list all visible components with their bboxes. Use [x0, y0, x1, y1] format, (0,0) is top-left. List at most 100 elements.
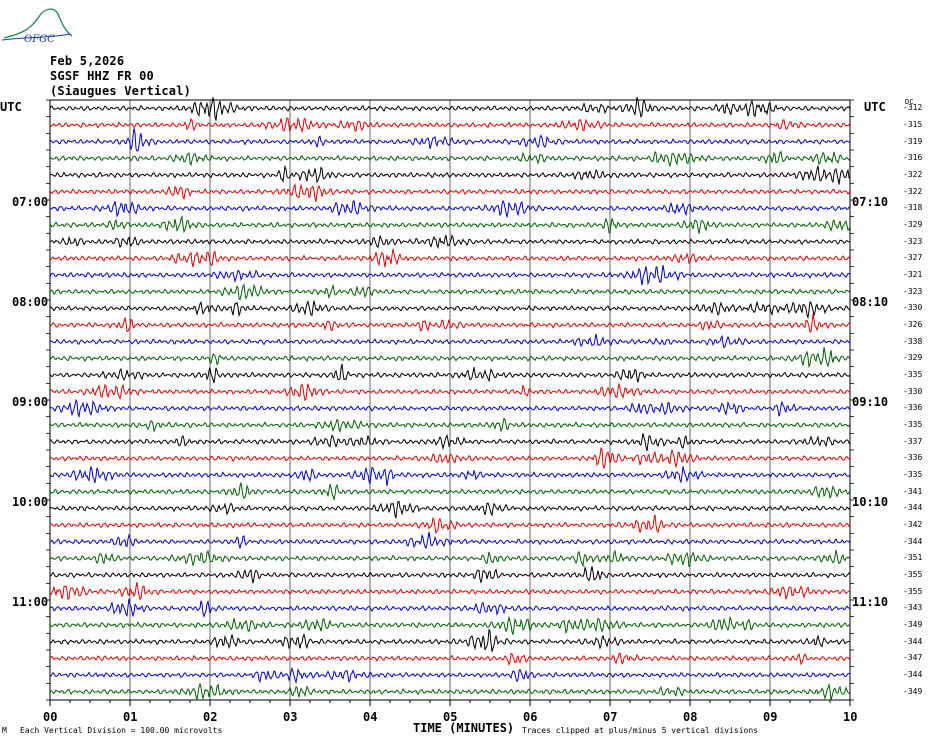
- seismic-trace: [49, 283, 851, 301]
- dc-offset-value: -344: [903, 670, 923, 679]
- x-tick-label: 08: [683, 710, 698, 724]
- clip-note: Traces clipped at plus/minus 5 vertical …: [522, 726, 759, 735]
- seismic-trace: [49, 628, 851, 652]
- seismic-trace: [49, 666, 851, 685]
- seismic-trace: [49, 615, 851, 635]
- dc-offset-value: -342: [903, 520, 923, 529]
- hour-label-right: 09:10: [852, 395, 889, 409]
- ofgc-logo: OFGC: [2, 8, 72, 45]
- seismic-trace: [49, 383, 851, 402]
- seismic-trace: [49, 598, 851, 619]
- station-label: SGSF HHZ FR 00: [50, 69, 154, 83]
- dc-offset-value: -343: [903, 603, 923, 613]
- seismic-trace: [49, 314, 851, 333]
- utc-right-label: UTC: [864, 100, 886, 114]
- seismic-trace: [49, 482, 851, 502]
- seismic-trace: [49, 466, 851, 487]
- seismic-trace: [49, 183, 851, 202]
- dc-offset-value: -349: [903, 686, 923, 696]
- x-tick-label: 10: [843, 710, 858, 724]
- logo-swoosh: [2, 33, 71, 41]
- dc-offset-value: -349: [903, 620, 923, 629]
- dc-offset-value: -344: [903, 636, 923, 646]
- dc-offset-value: -319: [903, 136, 923, 146]
- seismic-trace: [49, 117, 851, 134]
- dc-offset-value: -316: [903, 153, 923, 163]
- seismic-trace: [49, 333, 851, 349]
- hour-label-left: 07:00: [12, 195, 49, 209]
- dc-offset-value: -344: [903, 503, 923, 513]
- x-tick-label: 04: [363, 710, 378, 724]
- dc-offset-value: -344: [903, 536, 923, 546]
- seismic-trace: [49, 652, 851, 667]
- dc-offset-value: -355: [903, 570, 923, 579]
- seismic-trace: [49, 346, 851, 369]
- seismic-trace: [49, 248, 851, 268]
- dc-offset-value: -322: [903, 186, 923, 196]
- seismic-trace: [49, 446, 851, 470]
- corner-mark: M: [2, 726, 7, 735]
- seismic-trace: [49, 682, 851, 701]
- dc-offset-value: -323: [903, 236, 923, 246]
- location-label: (Siaugues Vertical): [50, 84, 192, 98]
- hour-label-right: 11:10: [852, 595, 889, 609]
- seismic-trace: [49, 549, 851, 568]
- logo-mountain-curve: [3, 8, 72, 39]
- dc-offset-value: -338: [903, 336, 923, 346]
- dc-offset-value: -329: [903, 353, 923, 363]
- seismic-trace: [49, 215, 851, 234]
- date-label: Feb 5,2026: [50, 54, 125, 68]
- seismic-trace: [49, 164, 851, 185]
- seismic-trace: [49, 500, 851, 519]
- dc-offset-value: -330: [903, 386, 923, 396]
- dc-offset-value: -322: [903, 170, 923, 179]
- dc-offset-value: -336: [903, 453, 923, 463]
- hour-label-left: 11:00: [12, 595, 49, 609]
- dc-offset-value: -321: [903, 270, 923, 279]
- seismic-trace: [49, 581, 851, 600]
- x-tick-label: 07: [603, 710, 618, 724]
- x-tick-label: 05: [443, 710, 458, 724]
- dc-offset-value: -347: [903, 653, 923, 663]
- hour-label-right: 07:10: [852, 195, 889, 209]
- seismic-trace: [49, 265, 851, 286]
- dc-offset-value: -318: [903, 203, 923, 213]
- utc-left-label: UTC: [0, 100, 22, 114]
- seismic-trace: [49, 565, 851, 584]
- seismic-trace: [49, 363, 851, 384]
- hour-label-right: 10:10: [852, 495, 889, 509]
- seismic-trace: [49, 417, 851, 433]
- dc-offset-value: -327: [903, 253, 923, 263]
- hour-label-left: 10:00: [12, 495, 49, 509]
- seismic-trace: [49, 234, 851, 250]
- dc-offset-value: -315: [903, 120, 923, 129]
- seismic-trace: [49, 128, 851, 152]
- hour-label-left: 08:00: [12, 295, 49, 309]
- dc-offset-value: -329: [903, 220, 923, 229]
- x-tick-label: 03: [283, 710, 298, 724]
- dc-offset-value: -355: [903, 586, 923, 596]
- dc-offset-value: -312: [903, 103, 923, 113]
- dc-offset-value: -326: [903, 320, 923, 329]
- x-axis-label: TIME (MINUTES): [413, 721, 515, 735]
- seismic-trace: [49, 398, 851, 419]
- seismic-trace: [49, 96, 851, 121]
- dc-offset-value: -337: [903, 436, 923, 446]
- logo-text: OFGC: [24, 34, 55, 45]
- x-tick-label: 00: [43, 710, 58, 724]
- seismic-trace: [49, 300, 851, 320]
- x-tick-label: 01: [123, 710, 138, 724]
- dc-offset-value: -336: [903, 403, 923, 413]
- dc-label: DC: [905, 98, 914, 106]
- seismic-trace: [49, 150, 851, 168]
- division-note: Each Vertical Division = 100.00 microvol…: [20, 726, 223, 735]
- x-tick-label: 02: [203, 710, 218, 724]
- seismic-trace: [49, 433, 851, 452]
- seismic-trace: [49, 199, 851, 218]
- x-tick-label: 09: [763, 710, 778, 724]
- dc-offset-value: -330: [903, 303, 923, 313]
- seismic-trace: [49, 514, 851, 535]
- hour-label-right: 08:10: [852, 295, 889, 309]
- seismic-trace: [49, 531, 851, 550]
